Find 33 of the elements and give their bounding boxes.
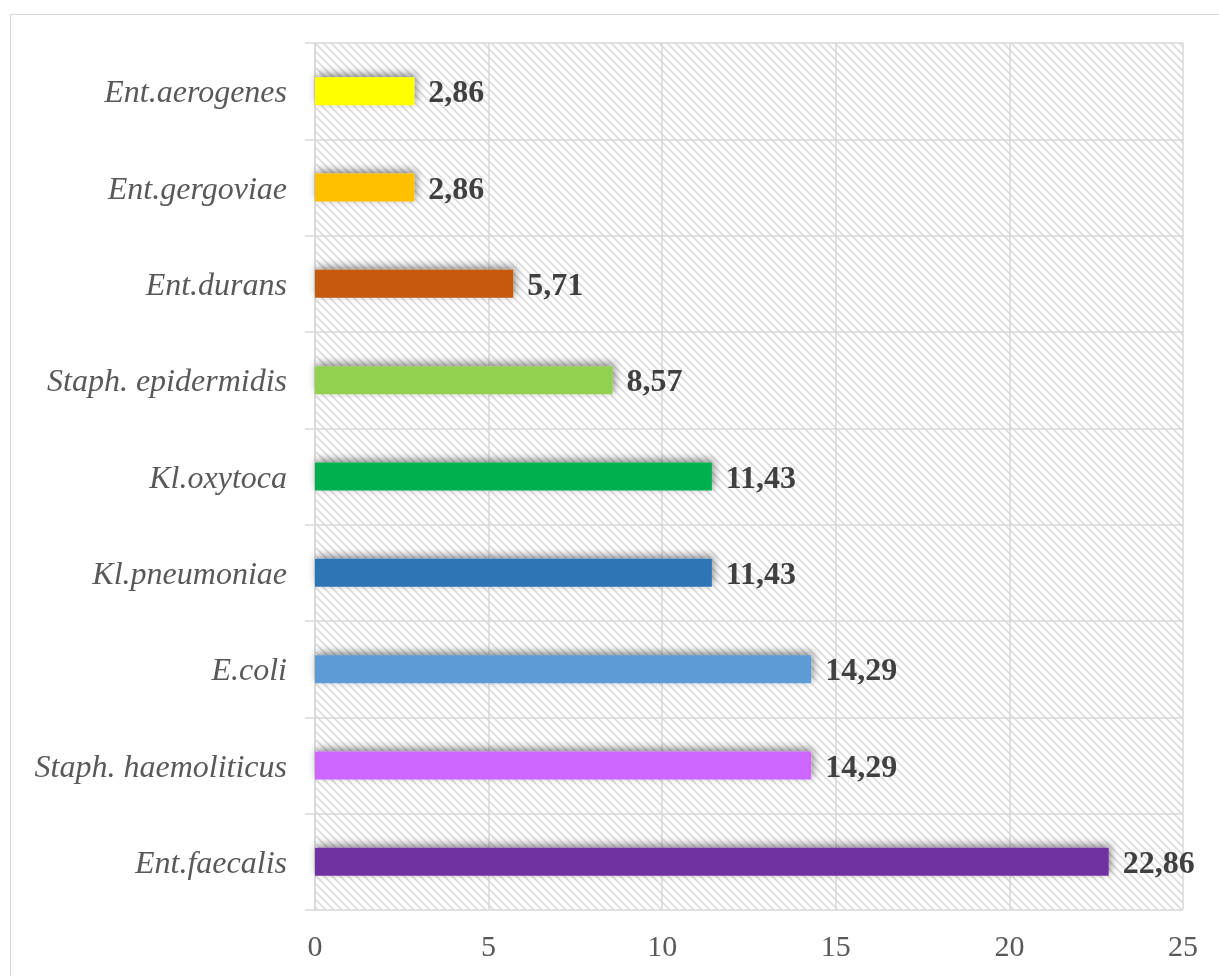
bar <box>315 462 712 491</box>
y-tick-label: Kl.oxytoca <box>148 458 287 495</box>
data-label: 11,43 <box>725 554 797 591</box>
data-label: 8,57 <box>626 362 683 399</box>
bar <box>315 847 1109 876</box>
y-tick-label: Staph. epidermidis <box>47 362 287 399</box>
bar <box>315 751 812 780</box>
bar <box>315 558 712 587</box>
bar <box>315 366 613 395</box>
x-tick-label: 10 <box>647 928 678 962</box>
bar <box>315 269 514 298</box>
x-tick-label: 20 <box>994 928 1025 962</box>
y-tick-label: Ent.gergoviae <box>106 169 287 206</box>
x-tick-label: 25 <box>1168 928 1198 962</box>
y-tick-label: Staph. haemoliticus <box>34 747 287 784</box>
bar <box>315 77 415 106</box>
y-tick-label: Ent.faecalis <box>134 843 287 880</box>
data-label: 5,71 <box>527 265 584 302</box>
y-tick-label: Ent.aerogenes <box>103 73 287 110</box>
bar <box>315 655 812 684</box>
data-label: 2,86 <box>428 73 485 110</box>
data-label: 2,86 <box>428 169 485 206</box>
y-tick-label: E.coli <box>210 651 287 688</box>
bar <box>315 173 415 202</box>
x-tick-label: 15 <box>820 928 851 962</box>
x-tick-label: 5 <box>481 928 497 962</box>
data-label: 14,29 <box>825 651 898 688</box>
data-label: 11,43 <box>725 458 797 495</box>
y-tick-label: Kl.pneumoniae <box>91 554 287 591</box>
data-label: 22,86 <box>1122 843 1195 880</box>
data-label: 14,29 <box>825 747 898 784</box>
x-tick-label: 0 <box>307 928 323 962</box>
y-tick-label: Ent.durans <box>144 265 287 302</box>
